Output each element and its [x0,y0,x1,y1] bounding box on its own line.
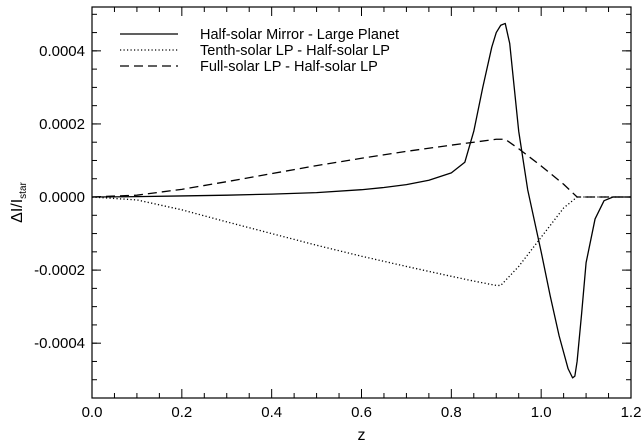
x-tick-label: 0.2 [171,404,192,421]
ticks-layer: 0.0 0.2 0.4 0.6 0.8 1.0 1.2 0.0004 0.0002 0.0000 -… [34,7,641,421]
y-tick-label: 0.0000 [39,189,85,206]
legend-label-2: Tenth-solar LP - Half-solar LP [200,43,390,59]
y-tick-label: 0.0004 [39,43,85,60]
x-tick-label: 0.8 [441,404,462,421]
x-tick-label: 1.2 [621,404,641,421]
y-tick-label: -0.0004 [34,335,85,352]
y-axis-label-subscript: star [18,181,29,198]
y-axis-label: ΔI/Istar [9,181,29,222]
legend-label-1: Half-solar Mirror - Large Planet [200,27,399,43]
x-axis-label: z [358,427,366,444]
x-tick-label: 0.4 [261,404,282,421]
series-layer [91,22,631,379]
series-line-2 [91,196,631,287]
y-axis-label-main: ΔI/I [9,199,26,223]
x-tick-label: 0.6 [351,404,372,421]
legend: Half-solar Mirror - Large PlanetTenth-so… [120,27,399,75]
series-line-1 [91,22,631,379]
x-tick-label: 0.0 [82,404,103,421]
series-line-3 [91,138,631,198]
x-tick-label: 1.0 [531,404,552,421]
legend-label-3: Full-solar LP - Half-solar LP [200,59,378,75]
y-tick-label: 0.0002 [39,116,85,133]
y-tick-label: -0.0002 [34,262,85,279]
